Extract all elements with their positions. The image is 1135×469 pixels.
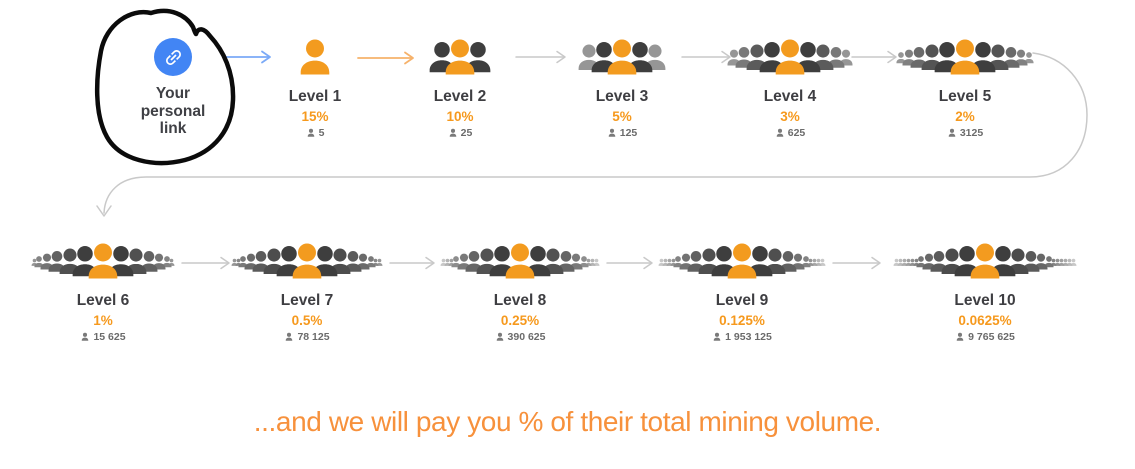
level-label: Level 9 (715, 292, 769, 309)
level-percent: 1% (93, 313, 113, 328)
level-count: 390 625 (400, 331, 640, 343)
level-count: 9 765 625 (865, 331, 1105, 343)
level-count: 3125 (845, 127, 1085, 139)
people-icon (502, 32, 742, 84)
level-label: Level 6 (76, 292, 130, 309)
level-count-value: 5 (318, 127, 325, 139)
person-icon (955, 332, 965, 342)
footer-text: ...and we will pay you % of their total … (253, 406, 882, 437)
level-count-value: 78 125 (297, 331, 330, 343)
person-icon (448, 128, 458, 138)
level-label: Level 8 (493, 292, 547, 309)
level-percent: 2% (955, 109, 975, 124)
level-count: 125 (502, 127, 742, 139)
level-percent: 0.5% (291, 313, 323, 328)
level-count: 1 953 125 (622, 331, 862, 343)
level-count: 78 125 (187, 331, 427, 343)
personal-link-label: Your personal link (140, 85, 206, 137)
person-icon (775, 128, 785, 138)
person-icon (495, 332, 505, 342)
level-count-value: 390 625 (507, 331, 546, 343)
level-percent: 5% (612, 109, 632, 124)
people-icon (865, 236, 1105, 288)
people-icon (195, 32, 435, 84)
level-node: Level 10 0.0625% 9 765 625 (865, 236, 1105, 343)
people-icon (340, 32, 580, 84)
people-icon (400, 236, 640, 288)
level-percent: 10% (446, 109, 474, 124)
people-icon (187, 236, 427, 288)
people-icon (0, 236, 223, 288)
level-label: Level 2 (433, 88, 487, 105)
person-icon (947, 128, 957, 138)
level-node: Level 1 15% 5 (195, 32, 435, 139)
level-count-value: 125 (619, 127, 638, 139)
level-percent: 0.25% (500, 313, 540, 328)
level-count-value: 15 625 (93, 331, 126, 343)
level-label: Level 7 (280, 292, 334, 309)
level-percent: 3% (780, 109, 800, 124)
level-count: 5 (195, 127, 435, 139)
level-label: Level 5 (938, 88, 992, 105)
level-count-value: 625 (787, 127, 806, 139)
level-count: 625 (670, 127, 910, 139)
level-percent: 0.0625% (958, 313, 1012, 328)
level-percent: 0.125% (719, 313, 765, 328)
level-node: Level 3 5% 125 (502, 32, 742, 139)
people-icon (622, 236, 862, 288)
level-count-value: 25 (460, 127, 473, 139)
level-count-value: 3125 (959, 127, 984, 139)
people-icon (845, 32, 1085, 84)
level-count: 25 (340, 127, 580, 139)
level-node: Level 5 2% 3125 (845, 32, 1085, 139)
level-percent: 15% (301, 109, 329, 124)
level-label: Level 1 (288, 88, 342, 105)
level-label: Level 10 (954, 292, 1016, 309)
personal-link-node: Your personal link (103, 38, 243, 138)
link-icon[interactable] (154, 38, 192, 76)
level-count-value: 1 953 125 (725, 331, 772, 343)
level-node: Level 2 10% 25 (340, 32, 580, 139)
level-node: Level 9 0.125% 1 953 125 (622, 236, 862, 343)
level-label: Level 3 (595, 88, 649, 105)
level-node: Level 7 0.5% 78 125 (187, 236, 427, 343)
people-icon (670, 32, 910, 84)
person-icon (306, 128, 316, 138)
level-count: 15 625 (0, 331, 223, 343)
person-icon (607, 128, 617, 138)
person-icon (712, 332, 722, 342)
person-icon (80, 332, 90, 342)
level-count-value: 9 765 625 (968, 331, 1015, 343)
level-node: Level 4 3% 625 (670, 32, 910, 139)
person-icon (284, 332, 294, 342)
level-node: Level 6 1% 15 625 (0, 236, 223, 343)
level-label: Level 4 (763, 88, 817, 105)
level-node: Level 8 0.25% 390 625 (400, 236, 640, 343)
chain-link-glyph (165, 49, 181, 65)
